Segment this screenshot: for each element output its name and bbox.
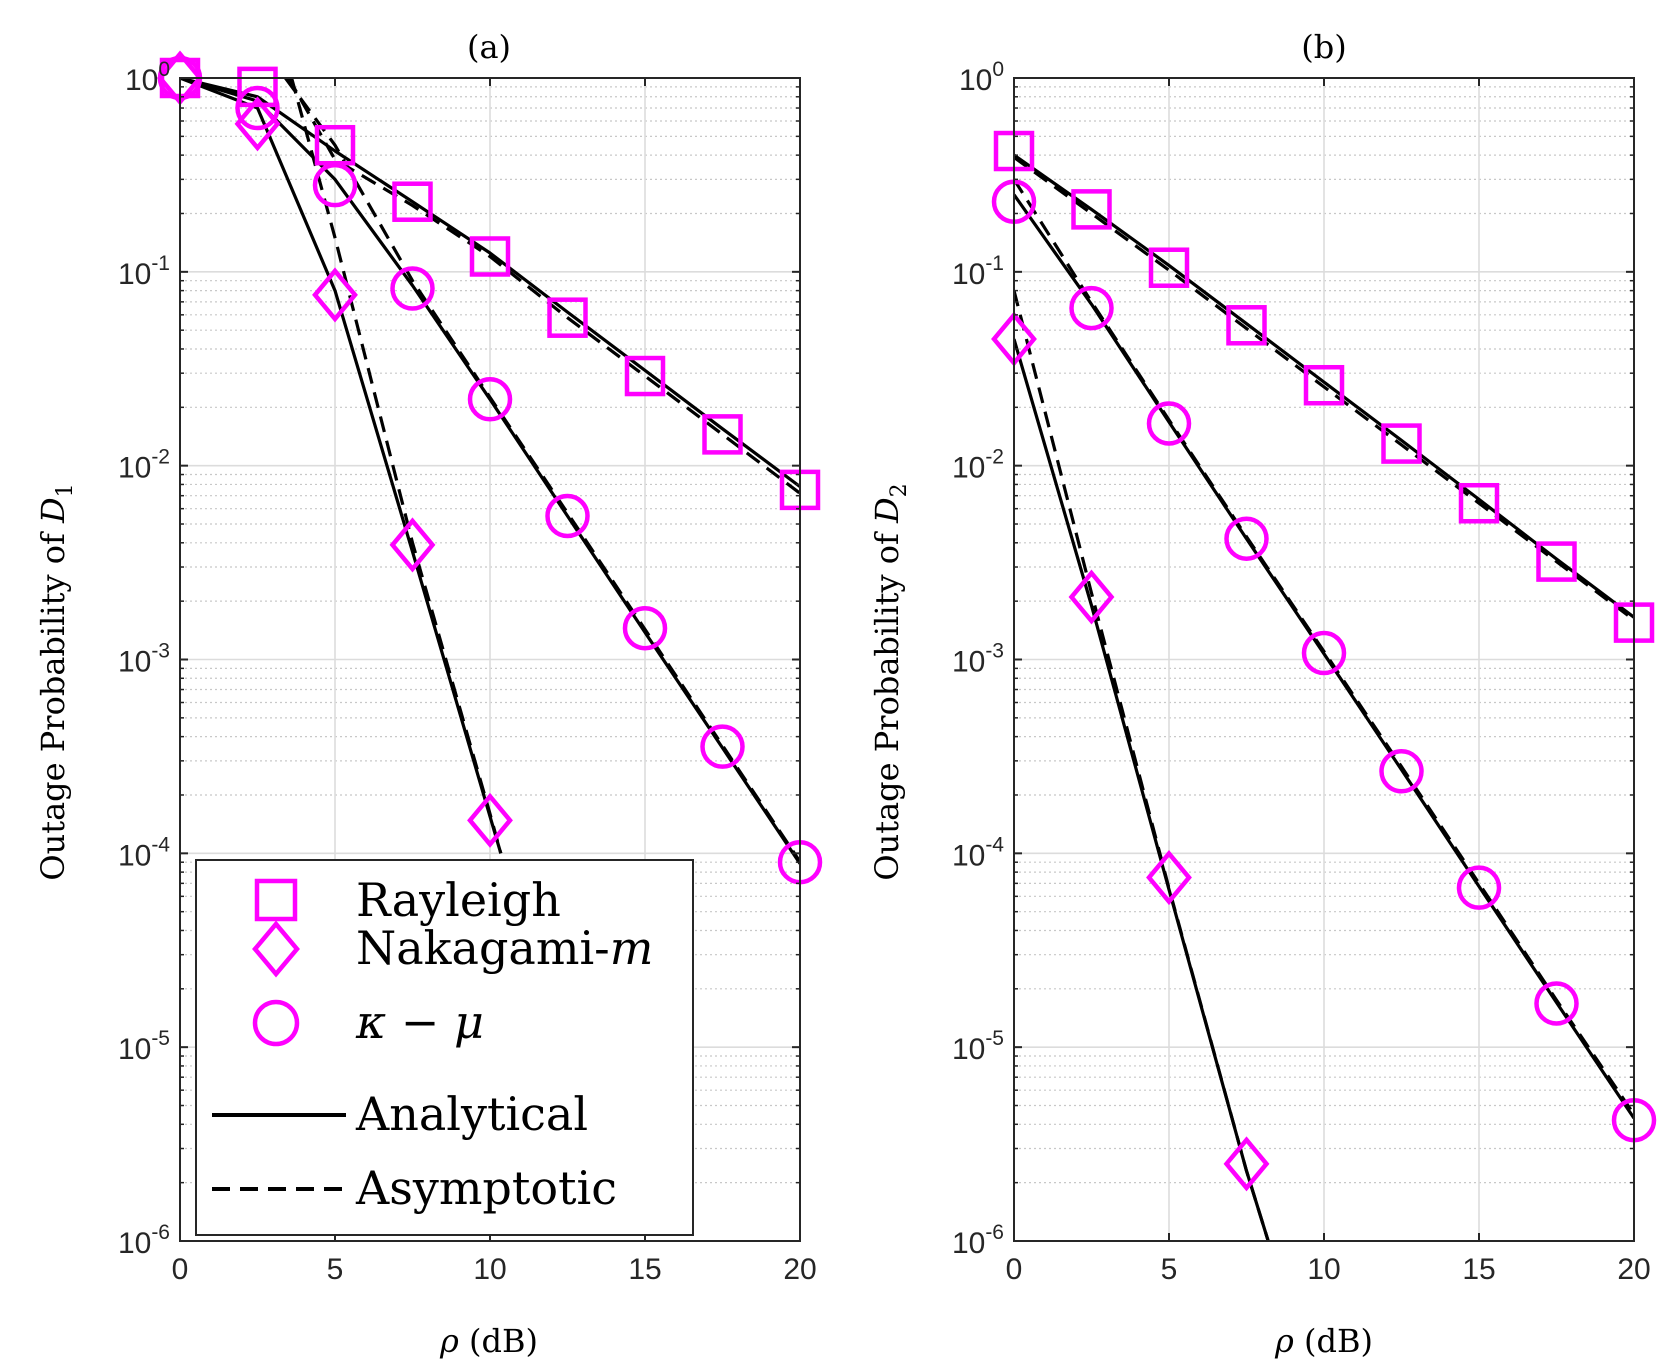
legend-circle-marker: [252, 999, 300, 1047]
legend-item-analytical: Analytical: [212, 1087, 588, 1141]
legend-label-kappa-mu: κ − μ: [355, 995, 484, 1049]
circle-marker: [390, 266, 435, 311]
square-marker: [237, 66, 278, 108]
y-tick-label: 10-1: [952, 252, 1004, 291]
y-tick-label: 10-2: [952, 446, 1004, 485]
circle-marker: [1069, 285, 1114, 331]
chart-title-b: (b): [1301, 28, 1346, 66]
circle-marker: [1301, 630, 1347, 676]
legend-item-rayleigh: Rayleigh: [254, 873, 561, 927]
x-tick-label: 20: [1617, 1253, 1650, 1286]
square-marker: [1458, 482, 1500, 524]
y-tick-label: 10-2: [118, 446, 170, 485]
square-marker: [392, 181, 433, 222]
square-marker: [1226, 305, 1267, 346]
circle-marker: [467, 377, 513, 422]
legend-item-kappa-mu: κ − μ: [252, 995, 484, 1049]
square-marker: [702, 414, 743, 455]
square-marker: [547, 297, 588, 338]
circle-marker: [1224, 516, 1269, 561]
series-line-rayleigh-analytical: [180, 78, 800, 488]
square-marker: [1071, 189, 1112, 230]
x-tick-label: 10: [1307, 1253, 1340, 1286]
circle-marker: [1456, 865, 1502, 910]
series-line-asymptotic: [1014, 178, 1634, 1116]
y-tick-label: 100: [125, 58, 170, 97]
legend-box: [195, 859, 694, 1236]
chart-title-a: (a): [467, 28, 511, 66]
diamond-marker: [1146, 850, 1192, 906]
curves-b: [1014, 153, 1634, 1241]
legend-square-marker: [254, 878, 298, 922]
x-tick-label: 15: [628, 1253, 661, 1286]
x-tick-label: 10: [473, 1253, 506, 1286]
x-tick-label: 15: [1462, 1253, 1495, 1286]
circle-marker: [622, 605, 668, 651]
legend-label-analytical: Analytical: [355, 1087, 588, 1141]
legend-diamond-marker: [252, 920, 300, 978]
diamond-marker: [389, 517, 436, 573]
series-line-nakagami-m-asymptotic: [1014, 290, 1270, 1241]
x-tick-label: 20: [783, 1253, 816, 1286]
y-tick-label: 10-6: [118, 1221, 170, 1260]
square-marker: [1148, 247, 1190, 288]
y-tick-label: 10-1: [118, 252, 170, 291]
ticks-b: 0 5 10 15 20 10-6 10-5 10-4 10-3 10-2 10-1 100: [952, 58, 1651, 1286]
legend-label-rayleigh: Rayleigh: [356, 873, 561, 927]
circle-marker: [235, 85, 280, 131]
circle-marker: [1534, 981, 1579, 1026]
y-axis-label-b: Outage Probability of D2: [868, 483, 912, 880]
circle-marker: [1146, 401, 1192, 446]
x-tick-label: 0: [172, 1253, 189, 1286]
series-line-nakagami-m-asymptotic: [290, 78, 503, 854]
square-marker: [469, 236, 511, 277]
diamond-marker: [1223, 1136, 1270, 1192]
y-tick-label: 100: [959, 58, 1004, 97]
y-tick-label: 10-3: [118, 640, 170, 679]
diamond-marker: [234, 96, 281, 152]
x-axis-label-a: ρ (dB): [439, 1322, 538, 1360]
x-tick-label: 5: [1161, 1253, 1178, 1286]
diamond-marker: [312, 267, 358, 323]
square-marker: [1536, 541, 1577, 582]
circle-marker: [1379, 749, 1424, 794]
square-marker: [1303, 364, 1345, 406]
square-marker: [1381, 423, 1422, 464]
circle-marker: [700, 724, 745, 769]
y-tick-label: 10-6: [952, 1221, 1004, 1260]
diamond-marker: [467, 792, 513, 848]
legend-label-nakagami: Nakagami-m: [356, 921, 653, 975]
legend: Rayleigh Nakagami-m κ − μ Analytical Asy…: [195, 859, 694, 1236]
x-tick-label: 0: [1006, 1253, 1023, 1286]
x-tick-label: 5: [327, 1253, 344, 1286]
y-tick-label: 10-5: [952, 1027, 1004, 1066]
circle-marker: [545, 493, 590, 539]
legend-item-nakagami: Nakagami-m: [252, 920, 653, 978]
legend-label-asymptotic: Asymptotic: [355, 1161, 617, 1215]
series-line-rayleigh-asymptotic: [1014, 156, 1634, 622]
diamond-marker: [1068, 569, 1115, 625]
grid-b: [1013, 77, 1635, 1242]
y-tick-label: 10-4: [118, 833, 170, 872]
ticks-a: 0 5 10 15 20 10-6 10-5 10-4 10-3 10-2 10-1 100: [118, 58, 817, 1286]
y-axis-label-a: Outage Probability of D1: [34, 483, 78, 880]
y-tick-label: 10-4: [952, 833, 1004, 872]
y-tick-label: 10-5: [118, 1027, 170, 1066]
circle-marker: [312, 162, 358, 208]
square-marker: [624, 355, 666, 397]
legend-item-asymptotic: Asymptotic: [212, 1161, 617, 1215]
x-axis-label-b: ρ (dB): [1274, 1322, 1373, 1360]
y-tick-label: 10-3: [952, 640, 1004, 679]
series-line-rayleigh-analytical: [1014, 153, 1634, 619]
